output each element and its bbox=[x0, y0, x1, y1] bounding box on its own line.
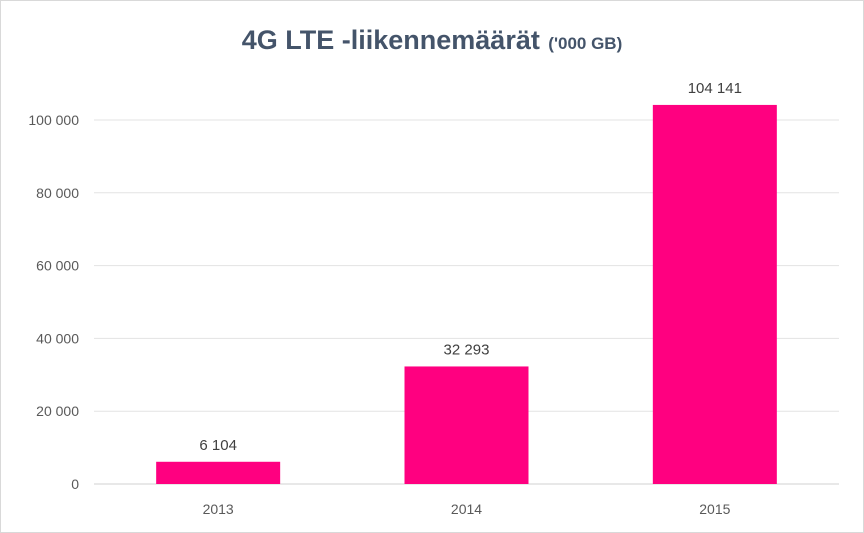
y-tick-label: 40 000 bbox=[36, 330, 79, 346]
data-label: 32 293 bbox=[444, 341, 490, 358]
y-tick-label: 20 000 bbox=[36, 403, 79, 419]
data-label: 6 104 bbox=[199, 437, 237, 454]
chart-title-unit: ('000 GB) bbox=[548, 34, 623, 53]
data-label: 104 141 bbox=[688, 80, 742, 97]
chart-title: 4G LTE -liikennemäärät ('000 GB) bbox=[1, 25, 863, 56]
bar bbox=[404, 366, 529, 484]
x-tick-label: 2015 bbox=[699, 501, 730, 517]
bar bbox=[156, 461, 281, 484]
chart-title-main: 4G LTE -liikennemäärät bbox=[241, 25, 540, 55]
bar bbox=[652, 104, 777, 484]
y-tick-label: 100 000 bbox=[28, 112, 79, 128]
y-tick-label: 60 000 bbox=[36, 258, 79, 274]
y-tick-label: 80 000 bbox=[36, 185, 79, 201]
x-tick-label: 2013 bbox=[203, 501, 234, 517]
y-tick-label: 0 bbox=[71, 476, 79, 492]
x-tick-label: 2014 bbox=[451, 501, 482, 517]
